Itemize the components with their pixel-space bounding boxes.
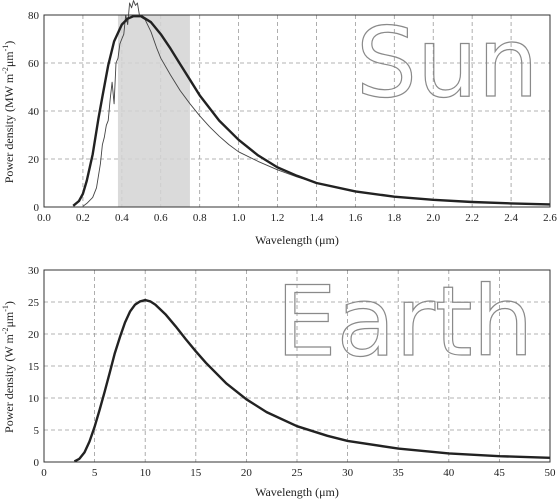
sun-x-tick-label: 1.6 [349, 212, 363, 224]
earth-y-tick-label: 30 [28, 265, 40, 277]
sun-x-tick-label: 0.8 [193, 212, 207, 224]
sun-x-tick-label: 0.4 [115, 212, 129, 224]
sun-x-tick-label: 2.4 [504, 212, 518, 224]
sun-ylabel-end: ) [2, 41, 16, 45]
earth-ylabel-main: Power density (W m [2, 334, 16, 433]
earth-ylabel-end: ) [2, 301, 16, 305]
earth-x-tick-label: 45 [494, 467, 506, 479]
earth-x-tick-label: 40 [443, 467, 455, 479]
earth-y-tick-label: 15 [28, 361, 40, 373]
earth-blackbody-curve-line [73, 298, 551, 463]
sun-x-tick-label: 0.0 [37, 212, 51, 224]
earth-x-tick-label: 25 [292, 467, 304, 479]
sun-observed-spectrum-line [82, 0, 551, 207]
sun-x-tick-label: 2.2 [465, 212, 479, 224]
sun-x-axis-title: Wavelength (μm) [255, 233, 339, 247]
earth-y-axis-title: Power density (W m-2μm-1) [1, 301, 16, 433]
sun-ylabel-sup2: -1 [1, 45, 10, 52]
sun-x-tick-label: 1.2 [271, 212, 285, 224]
earth-x-tick-label: 15 [190, 467, 202, 479]
earth-plot-frame [43, 269, 551, 463]
earth-x-tick-label: 35 [393, 467, 405, 479]
earth-gridlines [44, 270, 550, 462]
sun-y-tick-labels: 0 20 40 60 80 [28, 10, 40, 214]
sun-x-tick-label: 0.2 [76, 212, 90, 224]
earth-x-tick-label: 0 [41, 467, 47, 479]
earth-big-label: Earth [276, 266, 533, 378]
sun-ylabel-sup1: -2 [1, 67, 10, 74]
sun-big-label: Sun [356, 7, 539, 119]
earth-y-tick-label: 10 [28, 393, 40, 405]
sun-blackbody-curve-line [72, 15, 551, 207]
earth-x-tick-label: 30 [342, 467, 354, 479]
sun-x-tick-label: 2.6 [543, 212, 557, 224]
earth-ylabel-sup1: -2 [1, 328, 10, 335]
sun-ylabel-mid: μm [2, 51, 16, 67]
sun-y-tick-label: 80 [28, 10, 40, 22]
sun-y-tick-label: 20 [28, 154, 40, 166]
earth-x-tick-label: 20 [241, 467, 253, 479]
sun-x-tick-labels: 0.0 0.2 0.4 0.6 0.8 1.0 1.2 1.4 1.6 1.8 2.0 2.2 2.4 2… [37, 212, 557, 224]
sun-plot-frame [43, 14, 551, 208]
earth-ylabel-sup2: -1 [1, 305, 10, 312]
sun-x-tick-label: 1.0 [232, 212, 246, 224]
earth-x-tick-label: 10 [140, 467, 152, 479]
sun-panel: Sun 0.0 0.2 0.4 0.6 0.8 1.0 1.2 1.4 1.6 1.8 2.0 2.2… [1, 0, 557, 247]
earth-y-tick-label: 0 [34, 457, 40, 469]
earth-y-tick-label: 25 [28, 297, 40, 309]
sun-x-tick-label: 1.4 [310, 212, 324, 224]
sun-x-tick-label: 1.8 [387, 212, 401, 224]
earth-panel: Earth 0 5 10 15 20 25 30 35 40 45 50 051015202530 … [1, 265, 556, 499]
sun-y-axis-title: Power density (MW m-2μm-1) [1, 41, 16, 184]
sun-y-tick-label: 60 [28, 58, 40, 70]
earth-y-tick-label: 5 [34, 425, 40, 437]
earth-x-tick-label: 50 [545, 467, 557, 479]
earth-y-tick-labels: 0 5 10 15 20 25 30 [28, 265, 40, 469]
sun-y-tick-label: 0 [34, 202, 40, 214]
sun-x-tick-label: 2.0 [426, 212, 440, 224]
sun-y-tick-label: 40 [28, 106, 40, 118]
earth-x-axis-title: Wavelength (μm) [255, 485, 339, 499]
sun-ylabel-main: Power density (MW m [2, 73, 16, 183]
earth-x-tick-labels: 0 5 10 15 20 25 30 35 40 45 50 [41, 467, 556, 479]
visible-light-band [117, 15, 190, 207]
earth-y-tick-label: 20 [28, 329, 40, 341]
sun-x-tick-label: 0.6 [154, 212, 168, 224]
earth-ylabel-mid: μm [2, 311, 16, 327]
earth-x-tick-label: 5 [92, 467, 98, 479]
